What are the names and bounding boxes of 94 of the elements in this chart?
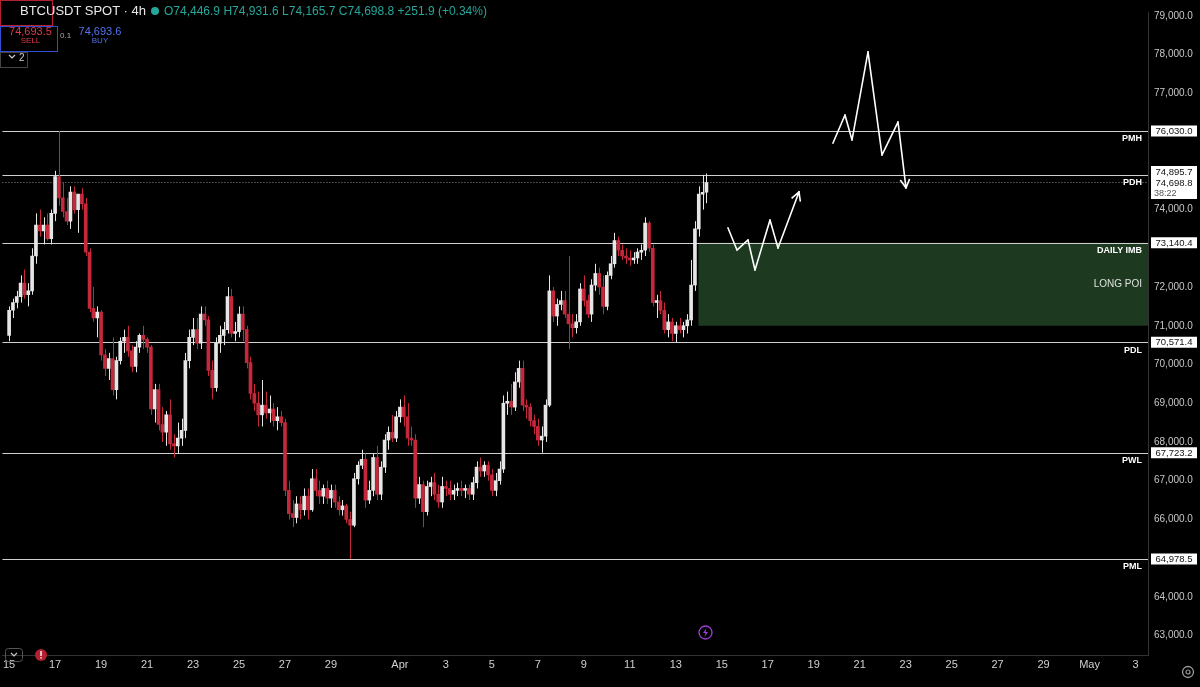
x-tick-label: 23	[899, 657, 912, 670]
x-tick-label: 29	[324, 657, 338, 670]
x-tick-label: May	[1079, 657, 1101, 670]
candlestick	[141, 325, 146, 350]
x-tick-label: 5	[488, 657, 495, 670]
ref-line-label: PDL	[1124, 344, 1143, 355]
x-tick-label: 21	[853, 657, 866, 670]
y-tick-label: 77,000.0	[1154, 87, 1194, 99]
y-tick-label: 69,000.0	[1154, 396, 1194, 408]
y-tick-label: 74,698.8	[1155, 176, 1193, 188]
x-tick-label: 19	[807, 657, 820, 670]
y-tick-label: 67,723.2	[1155, 446, 1193, 458]
x-tick-label: 13	[669, 657, 682, 670]
x-tick-label: 29	[1037, 657, 1050, 670]
y-tick-label: 70,000.0	[1154, 358, 1194, 370]
candlestick	[321, 484, 326, 505]
y-tick-label: 72,000.0	[1154, 280, 1194, 292]
candlestick	[555, 298, 559, 327]
annotation: 74,693.6	[77, 25, 123, 37]
y-tick-label: 63,000.0	[1154, 629, 1194, 641]
candlestick	[528, 402, 533, 427]
x-tick-label: 19	[94, 657, 108, 670]
y-tick-label: 70,571.4	[1155, 336, 1193, 348]
candlestick	[440, 476, 444, 509]
candlestick	[175, 422, 180, 455]
y-tick-label: 78,000.0	[1154, 48, 1194, 60]
candlestick	[164, 410, 169, 447]
candlestick	[673, 321, 678, 343]
y-tick-label: 74,895.7	[1155, 165, 1193, 177]
ref-line-label: PML	[1123, 561, 1143, 572]
y-tick-label: 67,000.0	[1154, 474, 1194, 486]
y-tick-label: 66,000.0	[1154, 513, 1194, 525]
candlestick	[95, 305, 100, 338]
candlestick	[417, 476, 421, 505]
ref-line-label: PMH	[1122, 133, 1142, 144]
candlestick	[325, 480, 329, 505]
y-tick-label: 79,000.0	[1154, 9, 1194, 21]
candlestick	[237, 305, 241, 338]
x-tick-label: 15	[715, 657, 728, 670]
candlestick	[37, 209, 42, 238]
candlestick	[72, 185, 77, 214]
ref-line-label: PDH	[1122, 177, 1142, 188]
y-tick-label: 64,978.5	[1155, 553, 1193, 565]
x-tick-label: 27	[991, 657, 1004, 670]
candlestick	[493, 472, 498, 497]
x-tick-label: 15	[2, 657, 16, 670]
annotation: SELL	[20, 36, 41, 45]
candlestick	[329, 484, 333, 509]
candlestick	[332, 484, 337, 509]
annotation: O74,446.9 H74,931.6 L74,165.7 C74,698.8 +251.9 (+0.34%)	[164, 4, 487, 18]
x-tick-label: 25	[232, 657, 246, 670]
candlestick	[394, 410, 398, 443]
candlestick	[152, 383, 157, 424]
annotation: 0.1	[60, 31, 72, 40]
x-tick-label: 27	[278, 657, 292, 670]
candlestick	[195, 317, 199, 350]
annotation: BUY	[91, 36, 109, 45]
x-tick-label: 17	[48, 657, 62, 670]
annotation: 74,693.5	[8, 25, 53, 37]
y-tick-label: 74,000.0	[1154, 203, 1194, 215]
x-tick-label: 3	[1132, 657, 1139, 670]
ref-line-label: DAILY IMB	[1096, 245, 1143, 256]
candlestick	[616, 236, 621, 257]
y-tick-label: 73,140.4	[1155, 236, 1193, 248]
x-tick-label: 3	[442, 657, 449, 670]
y-tick-label: 71,000.0	[1154, 319, 1194, 331]
y-tick-label: 76,030.0	[1155, 125, 1193, 137]
y-tick-label: 68,000.0	[1154, 435, 1194, 447]
x-tick-label: Apr	[391, 657, 409, 670]
candlestick	[670, 317, 674, 342]
x-tick-label: 21	[140, 657, 154, 670]
candlestick	[666, 313, 670, 338]
candlestick	[298, 495, 303, 520]
x-tick-label: 9	[580, 657, 587, 670]
x-tick-label: 23	[186, 657, 200, 670]
y-tick-label: 64,000.0	[1154, 590, 1194, 602]
annotation: 2	[19, 52, 25, 63]
candlestick	[263, 391, 268, 420]
candlestick	[260, 379, 264, 427]
candlestick	[509, 383, 513, 416]
x-tick-label: 11	[624, 657, 636, 670]
candlestick	[344, 503, 349, 524]
ref-line-label: PWL	[1122, 455, 1143, 466]
x-tick-label: 25	[945, 657, 958, 670]
band-label: LONG POI	[1093, 278, 1142, 290]
candlestick	[106, 352, 111, 381]
text: 38:22	[1151, 188, 1197, 199]
x-tick-label: 17	[761, 657, 774, 670]
candlestick	[302, 487, 306, 517]
candlestick	[390, 414, 395, 443]
candlestick	[654, 294, 659, 319]
candlestick	[76, 193, 80, 234]
x-tick-label: 7	[534, 657, 541, 670]
candlestick	[536, 418, 540, 447]
